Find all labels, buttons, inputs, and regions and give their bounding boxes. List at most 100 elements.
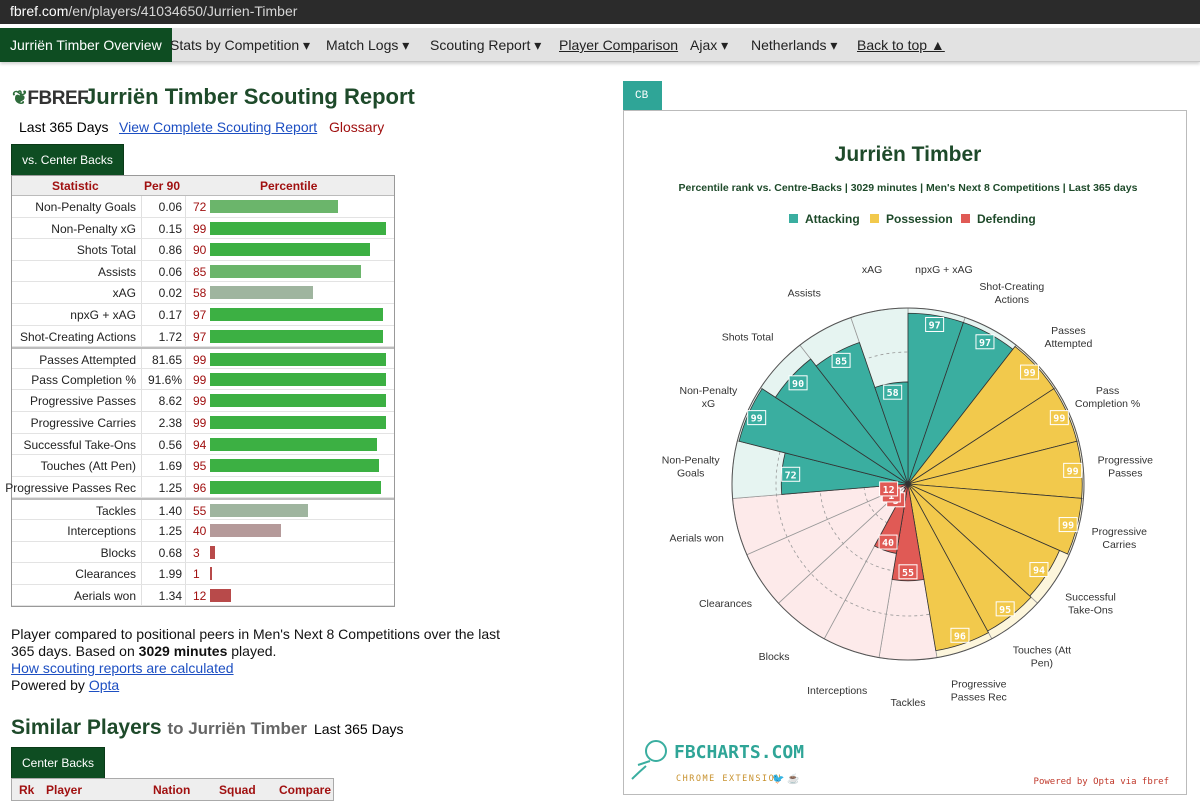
soccer-ball-icon: [631, 740, 667, 780]
column-divider: [185, 433, 186, 455]
category-label: Shot-Creating Actions: [979, 281, 1044, 306]
column-divider: [185, 584, 186, 606]
value-label: 99: [1053, 414, 1065, 425]
nav-scouting-report[interactable]: Scouting Report ▾: [430, 37, 542, 53]
value-badge: [898, 564, 918, 580]
column-divider: [141, 500, 142, 519]
percentile-bar: [210, 221, 387, 235]
page-title: Jurriën Timber Scouting Report: [84, 84, 415, 109]
table-row: Blocks 0.68 3: [12, 541, 394, 564]
nav-match-logs[interactable]: Match Logs ▾: [326, 37, 410, 53]
percentile-value: 90: [193, 243, 207, 258]
stat-name: Aerials won: [73, 588, 136, 603]
table-row: Aerials won 1.34 12: [12, 584, 394, 607]
column-divider: [141, 584, 142, 606]
stat-name: Successful Take-Ons: [23, 437, 137, 452]
percentile-value: 97: [193, 329, 207, 344]
per90-value: 1.99: [158, 567, 182, 582]
column-divider: [141, 196, 142, 217]
legend-swatch: [870, 214, 879, 223]
value-badge: [781, 466, 801, 482]
table-header: Statistic Per 90 Percentile: [12, 176, 394, 196]
column-divider: [141, 239, 142, 260]
how-calculated-link[interactable]: How scouting reports are calculated: [11, 660, 234, 676]
column-divider: [185, 260, 186, 282]
column-divider: [185, 368, 186, 390]
nav-back-to-top[interactable]: Back to top ▲: [857, 37, 945, 53]
column-divider: [141, 325, 142, 347]
stat-name: Shots Total: [76, 243, 136, 258]
stat-name: Progressive Passes Rec: [5, 480, 136, 495]
value-label: 99: [1067, 466, 1079, 477]
per90-value: 0.56: [158, 437, 182, 452]
per90-value: 81.65: [151, 353, 182, 368]
stat-name: xAG: [112, 286, 136, 301]
per90-value: 0.17: [158, 307, 182, 322]
percentile-value: 3: [193, 545, 200, 560]
column-divider: [141, 519, 142, 541]
table-row: Shot-Creating Actions 1.72 97: [12, 325, 394, 348]
column-divider: [141, 303, 142, 325]
value-badge: [879, 481, 899, 497]
nav-player-comparison[interactable]: Player Comparison: [559, 37, 679, 53]
tab-similar-center-backs[interactable]: Center Backs: [11, 747, 105, 779]
percentile-bar: [210, 200, 339, 213]
value-badge: [1058, 517, 1078, 533]
nav-stats-by-competition[interactable]: Stats by Competition ▾: [170, 37, 311, 53]
stat-name: Progressive Passes: [29, 394, 136, 409]
table-row: Shots Total 0.86 90: [12, 239, 394, 261]
percentile-bar: [210, 415, 387, 429]
percentile-bar: [210, 545, 216, 559]
percentile-value: 99: [193, 372, 207, 387]
scouting-table: Statistic Per 90 Percentile Non-Penalty …: [5, 175, 395, 608]
chart-tab-cb[interactable]: CB: [623, 81, 662, 111]
per90-value: 8.62: [158, 394, 182, 409]
value-label: 95: [999, 605, 1011, 616]
table-row: Interceptions 1.25 40: [12, 519, 394, 542]
per90-value: 0.86: [158, 243, 182, 258]
col-per90: Per 90: [144, 179, 181, 193]
column-divider: [141, 476, 142, 498]
percentile-value: 55: [193, 504, 207, 519]
column-divider: [185, 519, 186, 541]
percentile-value: 99: [193, 415, 207, 430]
col-nation: Nation: [153, 783, 191, 797]
wedge-value: [815, 342, 909, 485]
column-divider: [141, 390, 142, 411]
column-divider: [185, 196, 186, 217]
browser-url-bar[interactable]: fbref.com/en/players/41034650/Jurrien-Ti…: [0, 0, 1200, 24]
per90-value: 2.38: [158, 415, 182, 430]
chart-legend: Attacking Possession Defending: [789, 212, 1036, 226]
chart-title: Jurriën Timber: [835, 143, 982, 166]
category-label: Non-Penalty Goals: [662, 455, 721, 480]
percentile-bar: [210, 329, 383, 343]
glossary-link[interactable]: Glossary: [329, 119, 385, 135]
view-complete-report-link[interactable]: View Complete Scouting Report: [119, 119, 318, 135]
url-text[interactable]: fbref.com/en/players/41034650/Jurrien-Ti…: [10, 3, 298, 19]
percentile-bar: [210, 480, 381, 494]
per90-value: 1.72: [158, 329, 182, 344]
column-divider: [185, 411, 186, 433]
stat-name: Touches (Att Pen): [40, 459, 136, 474]
value-label: 99: [1062, 521, 1074, 532]
stat-name: Clearances: [75, 567, 136, 582]
column-divider: [141, 368, 142, 390]
nav-ajax[interactable]: Ajax ▾: [690, 37, 729, 53]
col-player: Player: [46, 783, 83, 797]
nav-netherlands[interactable]: Netherlands ▾: [751, 37, 838, 53]
legend-label: Defending: [977, 212, 1036, 226]
value-label: 72: [785, 470, 797, 481]
fbref-logo[interactable]: ❦FBREF: [12, 88, 89, 109]
column-divider: [141, 411, 142, 433]
value-label: 85: [835, 356, 847, 367]
nav-overview[interactable]: Jurriën Timber Overview: [0, 28, 172, 62]
column-divider: [141, 349, 142, 368]
category-label: Progressive Passes: [1098, 455, 1154, 480]
opta-link[interactable]: Opta: [88, 677, 120, 693]
stat-name: Non-Penalty Goals: [35, 200, 136, 214]
legend-label: Possession: [886, 212, 953, 226]
percentile-bar: [210, 307, 383, 321]
value-badge: [995, 601, 1015, 617]
twitter-icon: 🐦: [772, 774, 784, 785]
tab-center-backs[interactable]: vs. Center Backs: [11, 144, 124, 176]
